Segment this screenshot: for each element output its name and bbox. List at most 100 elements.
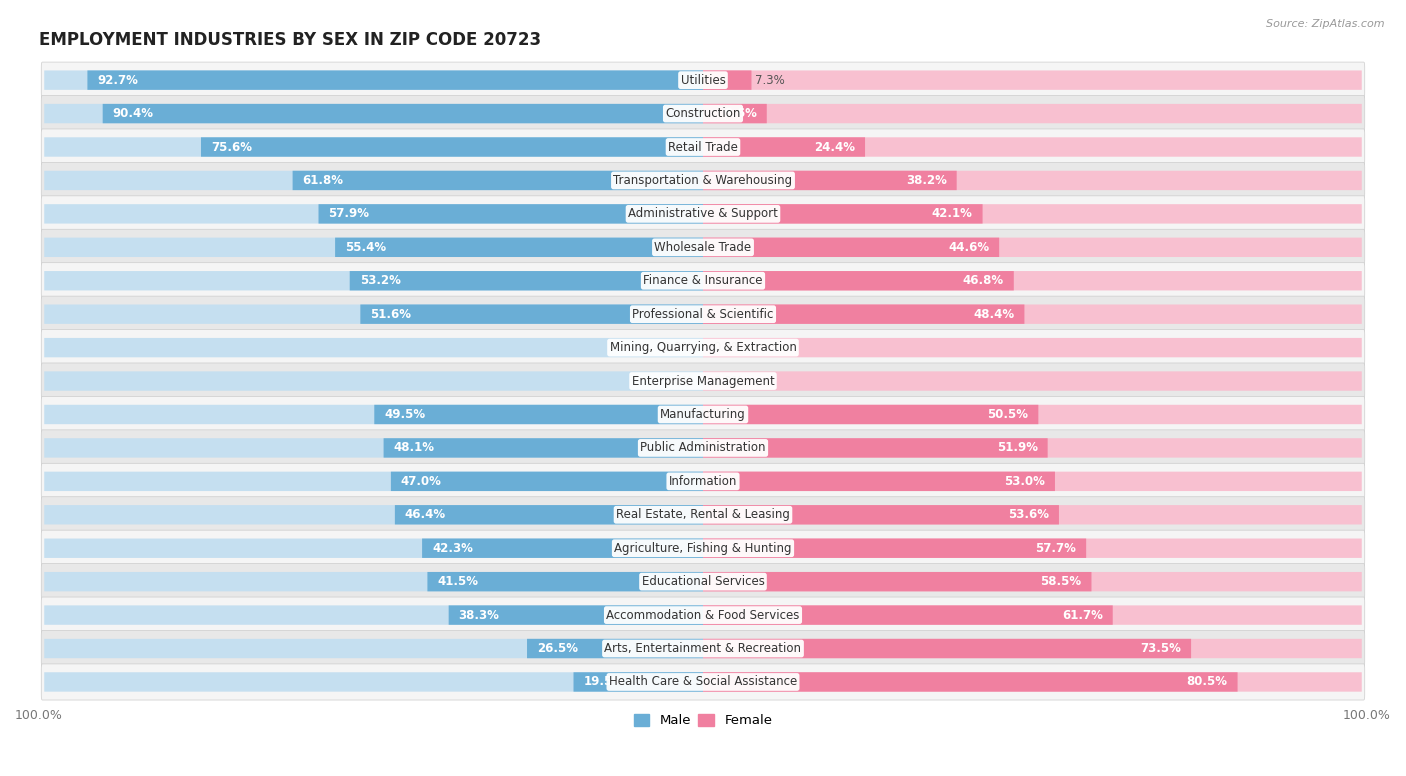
Text: Arts, Entertainment & Recreation: Arts, Entertainment & Recreation bbox=[605, 642, 801, 655]
FancyBboxPatch shape bbox=[703, 438, 1362, 458]
Text: 49.5%: 49.5% bbox=[384, 408, 426, 421]
Text: 51.9%: 51.9% bbox=[997, 442, 1038, 455]
FancyBboxPatch shape bbox=[703, 539, 1362, 558]
Text: 0.0%: 0.0% bbox=[664, 375, 693, 387]
Text: 42.1%: 42.1% bbox=[932, 207, 973, 220]
FancyBboxPatch shape bbox=[574, 672, 703, 691]
Text: 58.5%: 58.5% bbox=[1040, 575, 1081, 588]
Text: 61.8%: 61.8% bbox=[302, 174, 343, 187]
Text: 44.6%: 44.6% bbox=[948, 241, 990, 254]
Text: 46.4%: 46.4% bbox=[405, 508, 446, 521]
FancyBboxPatch shape bbox=[41, 62, 1365, 99]
FancyBboxPatch shape bbox=[703, 171, 956, 190]
FancyBboxPatch shape bbox=[703, 605, 1112, 625]
FancyBboxPatch shape bbox=[703, 304, 1025, 324]
FancyBboxPatch shape bbox=[703, 405, 1039, 424]
Text: 61.7%: 61.7% bbox=[1062, 608, 1102, 622]
FancyBboxPatch shape bbox=[703, 171, 1362, 190]
Text: 51.6%: 51.6% bbox=[370, 307, 412, 320]
Text: Mining, Quarrying, & Extraction: Mining, Quarrying, & Extraction bbox=[610, 341, 796, 354]
Text: Health Care & Social Assistance: Health Care & Social Assistance bbox=[609, 675, 797, 688]
FancyBboxPatch shape bbox=[41, 530, 1365, 566]
Text: 0.0%: 0.0% bbox=[664, 341, 693, 354]
Text: Wholesale Trade: Wholesale Trade bbox=[654, 241, 752, 254]
FancyBboxPatch shape bbox=[422, 539, 703, 558]
FancyBboxPatch shape bbox=[374, 405, 703, 424]
FancyBboxPatch shape bbox=[703, 672, 1237, 691]
FancyBboxPatch shape bbox=[44, 572, 703, 591]
Text: Educational Services: Educational Services bbox=[641, 575, 765, 588]
FancyBboxPatch shape bbox=[703, 505, 1059, 525]
FancyBboxPatch shape bbox=[703, 405, 1362, 424]
FancyBboxPatch shape bbox=[41, 296, 1365, 332]
FancyBboxPatch shape bbox=[703, 639, 1191, 658]
FancyBboxPatch shape bbox=[703, 539, 1087, 558]
FancyBboxPatch shape bbox=[41, 363, 1365, 399]
FancyBboxPatch shape bbox=[44, 372, 703, 391]
FancyBboxPatch shape bbox=[703, 237, 1000, 257]
Text: 24.4%: 24.4% bbox=[814, 140, 855, 154]
Text: Manufacturing: Manufacturing bbox=[661, 408, 745, 421]
FancyBboxPatch shape bbox=[41, 597, 1365, 633]
Text: Transportation & Warehousing: Transportation & Warehousing bbox=[613, 174, 793, 187]
FancyBboxPatch shape bbox=[41, 497, 1365, 533]
Text: 38.3%: 38.3% bbox=[458, 608, 499, 622]
Text: 50.5%: 50.5% bbox=[987, 408, 1028, 421]
Text: 19.5%: 19.5% bbox=[583, 675, 624, 688]
Text: Enterprise Management: Enterprise Management bbox=[631, 375, 775, 387]
FancyBboxPatch shape bbox=[44, 639, 703, 658]
FancyBboxPatch shape bbox=[44, 71, 703, 90]
FancyBboxPatch shape bbox=[703, 204, 983, 223]
FancyBboxPatch shape bbox=[703, 137, 865, 157]
FancyBboxPatch shape bbox=[703, 372, 1362, 391]
FancyBboxPatch shape bbox=[41, 263, 1365, 299]
Text: 53.0%: 53.0% bbox=[1004, 475, 1045, 488]
Text: 0.0%: 0.0% bbox=[713, 375, 742, 387]
FancyBboxPatch shape bbox=[44, 204, 703, 223]
Text: Finance & Insurance: Finance & Insurance bbox=[644, 274, 762, 287]
FancyBboxPatch shape bbox=[703, 104, 1362, 123]
FancyBboxPatch shape bbox=[41, 397, 1365, 432]
FancyBboxPatch shape bbox=[703, 472, 1362, 491]
FancyBboxPatch shape bbox=[41, 463, 1365, 500]
Text: 90.4%: 90.4% bbox=[112, 107, 153, 120]
FancyBboxPatch shape bbox=[703, 71, 751, 90]
FancyBboxPatch shape bbox=[427, 572, 703, 591]
FancyBboxPatch shape bbox=[44, 472, 703, 491]
Text: Retail Trade: Retail Trade bbox=[668, 140, 738, 154]
FancyBboxPatch shape bbox=[391, 472, 703, 491]
Text: 42.3%: 42.3% bbox=[432, 542, 472, 555]
Text: 53.6%: 53.6% bbox=[1008, 508, 1049, 521]
FancyBboxPatch shape bbox=[703, 104, 766, 123]
FancyBboxPatch shape bbox=[527, 639, 703, 658]
FancyBboxPatch shape bbox=[449, 605, 703, 625]
FancyBboxPatch shape bbox=[703, 605, 1362, 625]
FancyBboxPatch shape bbox=[703, 672, 1362, 691]
FancyBboxPatch shape bbox=[319, 204, 703, 223]
Text: Utilities: Utilities bbox=[681, 74, 725, 87]
FancyBboxPatch shape bbox=[87, 71, 703, 90]
FancyBboxPatch shape bbox=[44, 104, 703, 123]
FancyBboxPatch shape bbox=[703, 572, 1091, 591]
FancyBboxPatch shape bbox=[41, 229, 1365, 265]
Text: 9.6%: 9.6% bbox=[724, 107, 756, 120]
FancyBboxPatch shape bbox=[44, 137, 703, 157]
FancyBboxPatch shape bbox=[41, 129, 1365, 165]
FancyBboxPatch shape bbox=[44, 405, 703, 424]
FancyBboxPatch shape bbox=[44, 271, 703, 290]
FancyBboxPatch shape bbox=[703, 639, 1362, 658]
Text: 80.5%: 80.5% bbox=[1187, 675, 1227, 688]
FancyBboxPatch shape bbox=[395, 505, 703, 525]
FancyBboxPatch shape bbox=[703, 271, 1014, 290]
Text: 92.7%: 92.7% bbox=[97, 74, 138, 87]
FancyBboxPatch shape bbox=[44, 438, 703, 458]
FancyBboxPatch shape bbox=[703, 204, 1362, 223]
Text: 48.4%: 48.4% bbox=[973, 307, 1015, 320]
FancyBboxPatch shape bbox=[44, 171, 703, 190]
Text: Real Estate, Rental & Leasing: Real Estate, Rental & Leasing bbox=[616, 508, 790, 521]
Text: 75.6%: 75.6% bbox=[211, 140, 252, 154]
FancyBboxPatch shape bbox=[703, 271, 1362, 290]
FancyBboxPatch shape bbox=[44, 672, 703, 691]
FancyBboxPatch shape bbox=[703, 438, 1047, 458]
Text: 41.5%: 41.5% bbox=[437, 575, 478, 588]
